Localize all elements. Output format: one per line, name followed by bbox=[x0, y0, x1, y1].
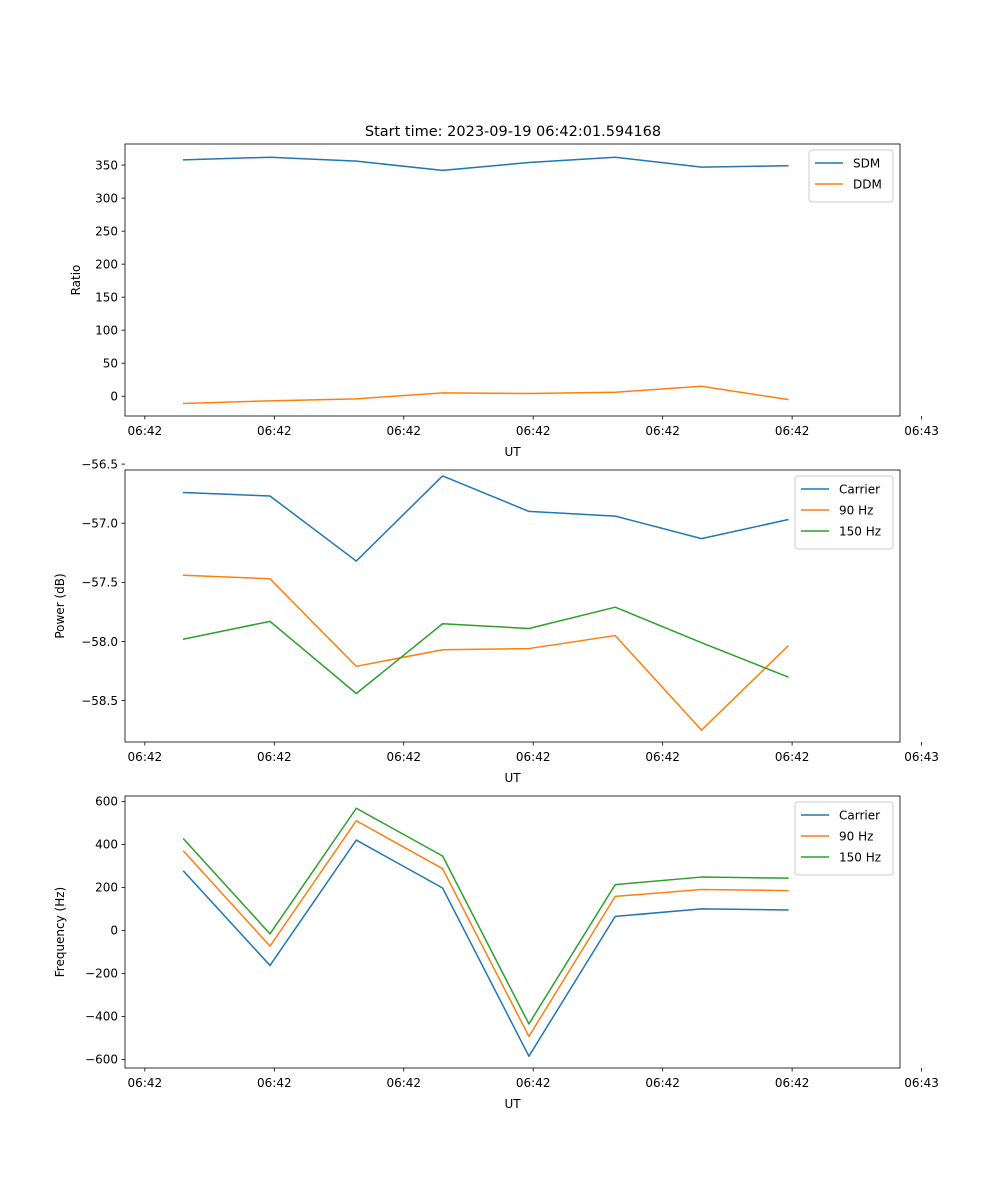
y-tick-label: 300 bbox=[95, 191, 118, 205]
series-line-90-hz bbox=[182, 574, 789, 731]
x-tick-label: 06:42 bbox=[128, 750, 163, 764]
y-tick-label: 200 bbox=[95, 257, 118, 271]
x-tick-label: 06:43 bbox=[904, 750, 939, 764]
series-line-150-hz bbox=[182, 807, 789, 1025]
series-line-carrier bbox=[182, 475, 789, 562]
axes-frame bbox=[124, 143, 901, 417]
y-tick-label: −56.5 bbox=[81, 457, 118, 471]
panel-2: 06:42 06:42 06:42 06:42 06:42 06:42 06:43 −58.5… bbox=[53, 457, 939, 785]
x-tick-label: 06:42 bbox=[645, 1076, 680, 1090]
legend-label: SDM bbox=[853, 156, 880, 170]
x-tick-label: 06:42 bbox=[516, 750, 551, 764]
y-axis-label: Ratio bbox=[69, 265, 83, 296]
legend-label: 90 Hz bbox=[839, 829, 873, 843]
series-line-150-hz bbox=[182, 606, 789, 695]
x-tick-label: 06:42 bbox=[257, 750, 292, 764]
legend-label: Carrier bbox=[839, 808, 880, 822]
axes-frame bbox=[124, 469, 901, 743]
y-tick-label: 400 bbox=[95, 838, 118, 852]
x-tick-label: 06:42 bbox=[775, 424, 810, 438]
y-tick-label: 250 bbox=[95, 224, 118, 238]
x-tick-label: 06:42 bbox=[516, 424, 551, 438]
y-tick-label: 100 bbox=[95, 323, 118, 337]
y-tick-label: 350 bbox=[95, 158, 118, 172]
legend-label: Carrier bbox=[839, 482, 880, 496]
y-tick-label: −200 bbox=[85, 967, 118, 981]
x-tick-label: 06:42 bbox=[386, 750, 421, 764]
series-line-sdm bbox=[182, 156, 789, 172]
panel-1: 06:42 06:42 06:42 06:42 06:42 06:42 06:43 0 50 10… bbox=[69, 143, 939, 459]
y-tick-label: −57.5 bbox=[81, 576, 118, 590]
legend-label: 150 Hz bbox=[839, 850, 881, 864]
x-tick-label: 06:43 bbox=[904, 1076, 939, 1090]
y-tick-label: 50 bbox=[103, 356, 118, 370]
y-tick-label: −58.5 bbox=[81, 694, 118, 708]
y-tick-label: 150 bbox=[95, 290, 118, 304]
x-tick-label: 06:42 bbox=[775, 1076, 810, 1090]
x-tick-label: 06:42 bbox=[128, 424, 163, 438]
y-tick-label: −57.0 bbox=[81, 517, 118, 531]
axes-frame bbox=[124, 795, 901, 1069]
y-tick-label: −400 bbox=[85, 1010, 118, 1024]
x-tick-label: 06:42 bbox=[128, 1076, 163, 1090]
legend-label: 90 Hz bbox=[839, 503, 873, 517]
legend: SDM DDM bbox=[808, 149, 894, 203]
panels: 06:42 06:42 06:42 06:42 06:42 06:42 06:43 0 50 10… bbox=[53, 143, 939, 1111]
y-tick-label: −600 bbox=[85, 1053, 118, 1067]
x-tick-label: 06:42 bbox=[775, 750, 810, 764]
x-tick-label: 06:42 bbox=[645, 750, 680, 764]
legend-label: DDM bbox=[853, 177, 882, 191]
y-tick-label: 0 bbox=[110, 924, 118, 938]
legend: Carrier 90 Hz 150 Hz bbox=[794, 475, 894, 550]
x-tick-label: 06:42 bbox=[386, 424, 421, 438]
legend-box bbox=[808, 149, 894, 203]
series-line-90-hz bbox=[182, 819, 789, 1038]
figure-title: Start time: 2023-09-19 06:42:01.594168 bbox=[365, 124, 661, 140]
x-tick-label: 06:42 bbox=[516, 1076, 551, 1090]
legend-label: 150 Hz bbox=[839, 524, 881, 538]
x-tick-label: 06:42 bbox=[645, 424, 680, 438]
y-axis-label: Power (dB) bbox=[53, 573, 67, 638]
panel-3: 06:42 06:42 06:42 06:42 06:42 06:42 06:43 −600 −… bbox=[53, 795, 939, 1111]
series-line-carrier bbox=[182, 839, 789, 1057]
x-axis-label: UT bbox=[504, 1097, 521, 1111]
y-tick-label: 600 bbox=[95, 795, 118, 809]
series-line-ddm bbox=[182, 385, 789, 405]
x-tick-label: 06:42 bbox=[257, 424, 292, 438]
y-axis-label: Frequency (Hz) bbox=[53, 887, 67, 978]
x-axis-label: UT bbox=[504, 771, 521, 785]
x-tick-label: 06:42 bbox=[386, 1076, 421, 1090]
y-tick-label: 0 bbox=[110, 389, 118, 403]
legend: Carrier 90 Hz 150 Hz bbox=[794, 801, 894, 876]
y-tick-label: −58.0 bbox=[81, 635, 118, 649]
x-tick-label: 06:43 bbox=[904, 424, 939, 438]
x-axis-label: UT bbox=[504, 445, 521, 459]
x-tick-label: 06:42 bbox=[257, 1076, 292, 1090]
y-tick-label: 200 bbox=[95, 881, 118, 895]
